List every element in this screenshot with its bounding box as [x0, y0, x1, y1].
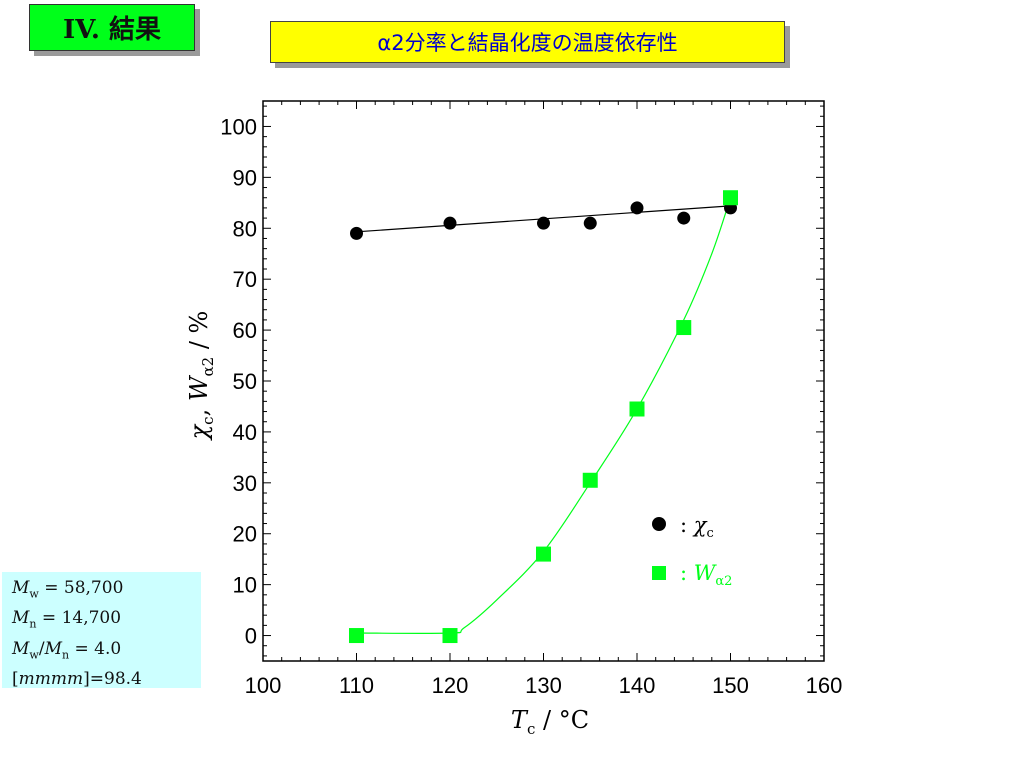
x-tick-label: 130: [525, 673, 562, 698]
y-axis-label-sep: ,: [185, 401, 213, 416]
info-tacticity-line: [mmmm]=98.4: [12, 667, 191, 692]
fit-lines: [356, 197, 732, 634]
y-tick-label: 90: [233, 165, 257, 190]
slide-title-text: α2分率と結晶化度の温度依存性: [377, 31, 678, 55]
info-mw-line: Mw = 58,700: [12, 576, 191, 606]
legend-w-symbol: W: [694, 561, 718, 585]
data-point-series-0: [677, 211, 691, 225]
data-point-series-1: [349, 628, 364, 644]
legend-w-prefix: :: [680, 561, 694, 585]
legend: : χc : Wα2: [652, 513, 732, 589]
x-axis-label-unit: / °C: [535, 706, 589, 734]
y-tick-label: 40: [233, 420, 257, 445]
legend-chi-prefix: :: [680, 513, 694, 537]
sample-info-box: Mw = 58,700 Mn = 14,700 Mw/Mn = 4.0 [mmm…: [2, 572, 201, 689]
info-ratio-den-symbol: M: [44, 638, 62, 659]
data-point-series-1: [582, 472, 598, 488]
y-tick-label: 30: [233, 471, 257, 496]
data-point-series-0: [443, 216, 457, 230]
x-tick-label: 160: [806, 673, 843, 698]
y-axis-label-w: W: [185, 374, 213, 401]
y-axis-label-chi: χ: [185, 423, 213, 441]
axis-ticks: [262, 101, 825, 661]
y-axis-label-chi-sub: c: [199, 416, 217, 424]
data-point-series-0: [630, 201, 644, 215]
y-tick-label: 0: [245, 624, 257, 649]
data-point-series-0: [537, 216, 550, 230]
data-point-series-1: [723, 190, 738, 206]
data-point-series-0: [350, 226, 363, 240]
y-tick-label: 20: [233, 522, 257, 547]
info-mn-value: = 14,700: [36, 608, 122, 629]
data-point-series-1: [536, 546, 551, 562]
plot-frame: [262, 100, 825, 662]
axis-tick-labels: 0 10 20 30 40 50 60 70 80 90 100 100 110 120 130 140 150…: [220, 114, 842, 698]
section-label: IV. 結果: [29, 4, 195, 51]
y-tick-label: 10: [233, 573, 257, 598]
legend-label-w: : Wα2: [680, 561, 732, 589]
x-tick-label: 150: [712, 673, 749, 698]
x-axis-label-symbol: T: [511, 706, 529, 734]
info-tacticity-open: [: [12, 669, 19, 690]
info-ratio-num-symbol: M: [12, 638, 30, 659]
info-mn-line: Mn = 14,700: [12, 606, 191, 636]
slide-title: α2分率と結晶化度の温度依存性: [270, 21, 785, 63]
y-axis-label-unit: / %: [185, 311, 213, 357]
y-axis-label: χc, Wα2 / %: [185, 311, 217, 442]
y-tick-label: 80: [233, 216, 257, 241]
info-mn-sub: n: [29, 617, 37, 631]
y-tick-label: 100: [220, 114, 257, 139]
x-axis-label-sub: c: [527, 720, 535, 738]
info-tacticity-value: ]=98.4: [83, 669, 142, 690]
x-tick-label: 140: [619, 673, 656, 698]
data-point-series-1: [676, 320, 692, 336]
legend-chi-sub: c: [707, 526, 714, 541]
data-point-series-1: [442, 628, 458, 644]
info-ratio-slash: /: [38, 638, 45, 659]
x-tick-label: 120: [432, 673, 469, 698]
fit-line-series-1: [356, 197, 732, 634]
info-ratio-num-sub: w: [29, 648, 39, 662]
x-tick-label: 110: [339, 673, 374, 698]
y-tick-label: 50: [233, 369, 257, 394]
y-tick-label: 60: [233, 318, 257, 343]
data-points: [349, 190, 738, 644]
info-mw-value: = 58,700: [38, 578, 124, 598]
x-tick-label: 100: [245, 673, 282, 698]
legend-marker-w: [652, 566, 666, 580]
info-ratio-den-sub: n: [62, 648, 70, 662]
info-mn-symbol: M: [12, 608, 30, 629]
section-label-text: IV. 結果: [63, 15, 161, 45]
info-ratio-line: Mw/Mn = 4.0: [12, 637, 191, 667]
legend-chi-symbol: χ: [692, 513, 708, 537]
x-axis-label: Tc / °C: [511, 706, 589, 738]
data-point-series-0: [583, 216, 597, 230]
legend-label-chi: : χc: [680, 513, 714, 541]
legend-marker-chi: [652, 517, 666, 531]
legend-w-sub: α2: [715, 574, 732, 589]
info-tacticity-symbol: mmmm: [18, 669, 84, 690]
info-ratio-value: = 4.0: [69, 638, 122, 659]
data-point-series-1: [629, 401, 645, 417]
info-mw-sub: w: [29, 587, 39, 601]
y-axis-label-w-sub: α2: [199, 357, 217, 377]
info-mw-symbol: M: [12, 578, 30, 598]
y-tick-label: 70: [233, 267, 257, 292]
